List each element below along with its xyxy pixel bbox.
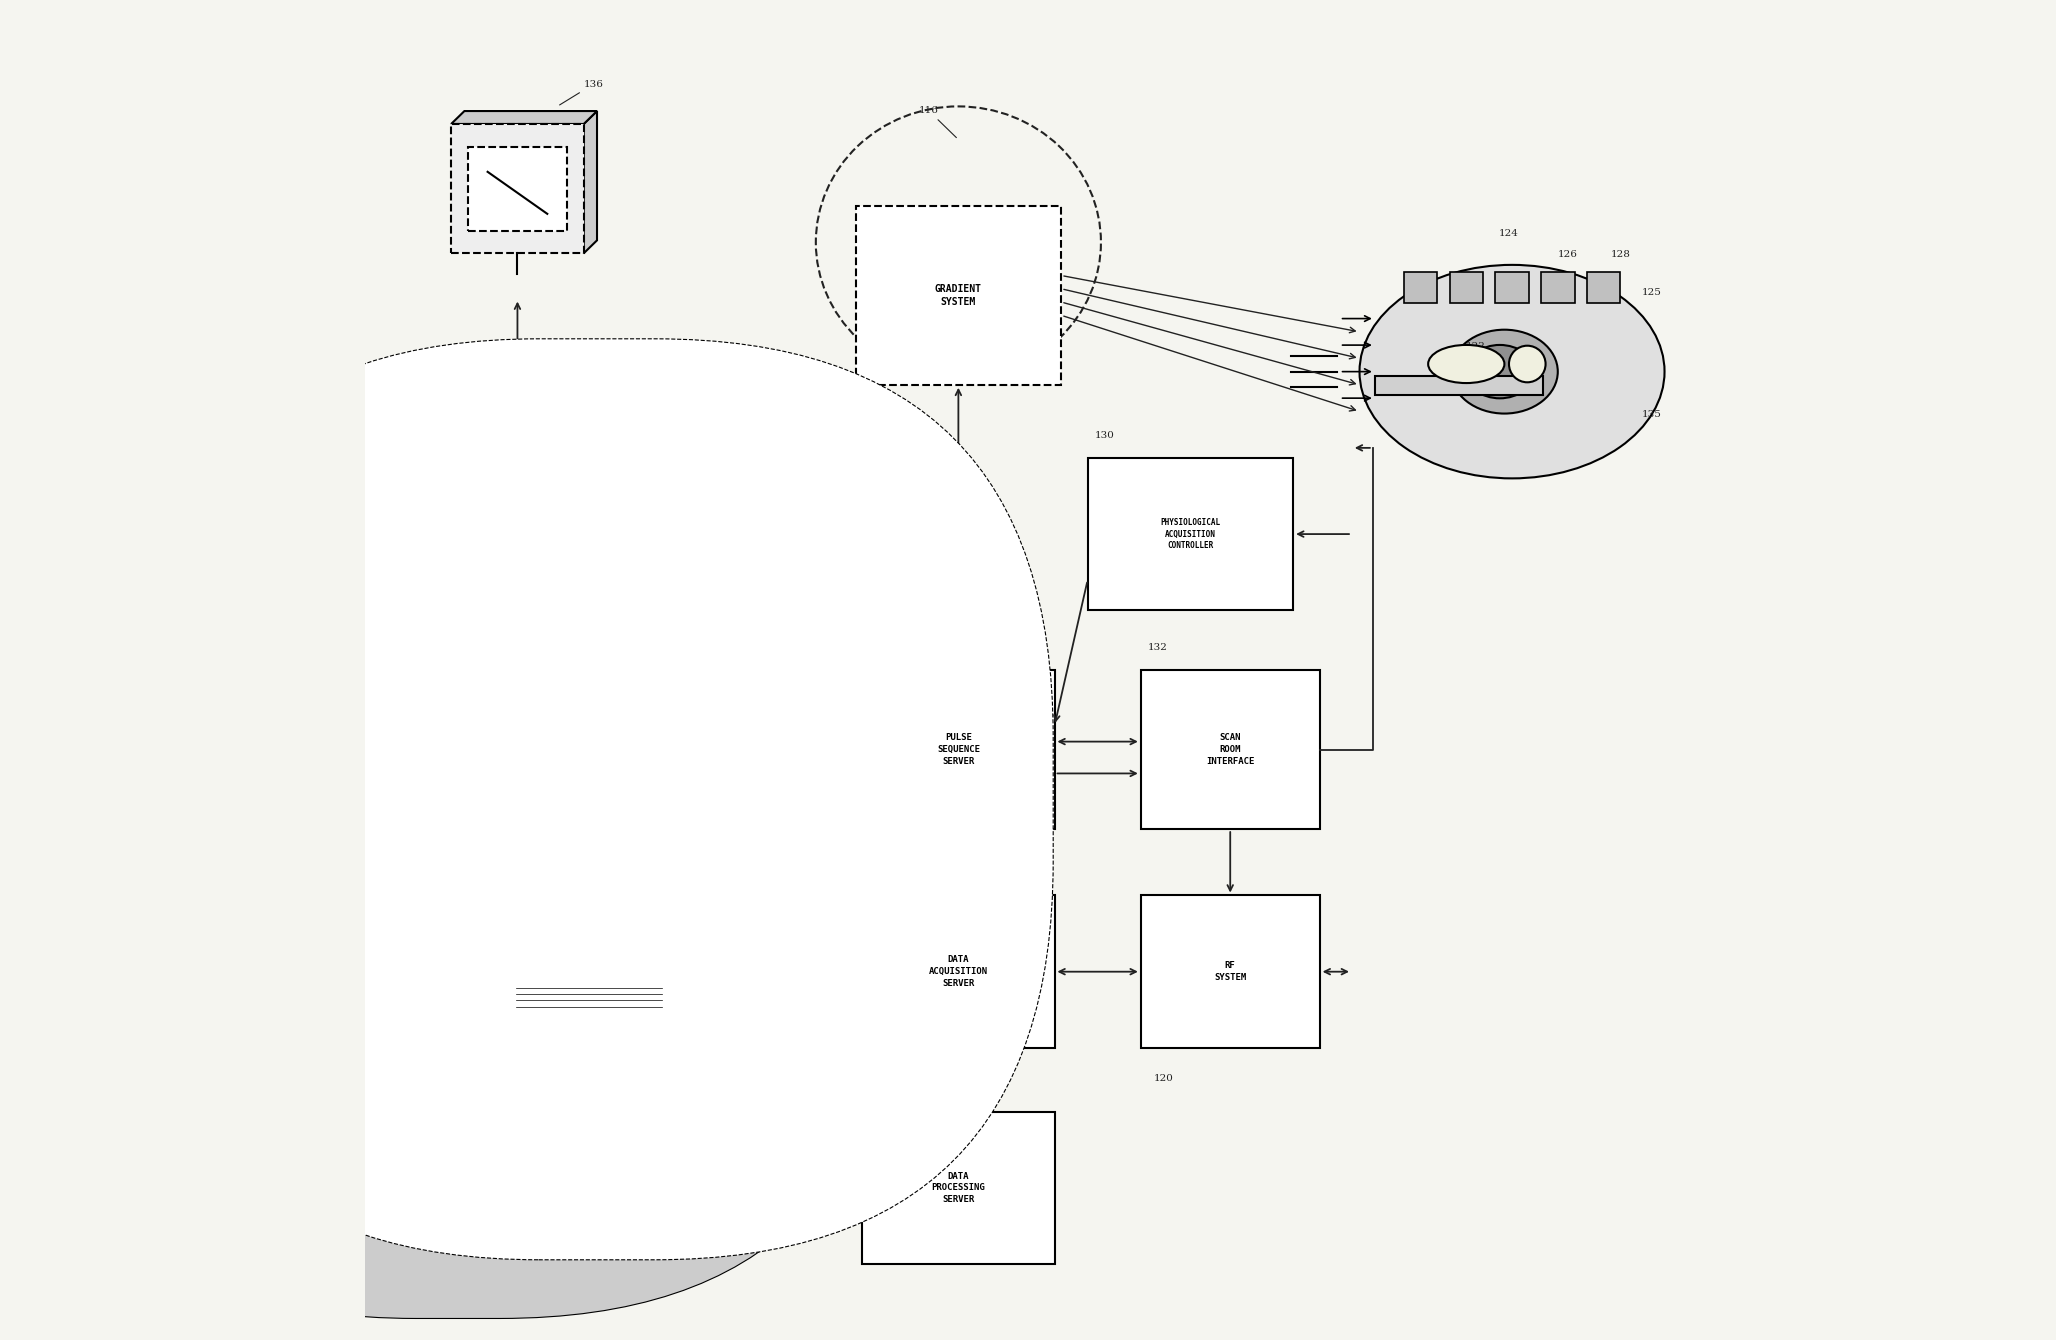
Polygon shape <box>469 379 565 444</box>
FancyBboxPatch shape <box>1449 272 1482 303</box>
FancyBboxPatch shape <box>855 206 1061 385</box>
Text: 114: 114 <box>870 1084 888 1093</box>
FancyBboxPatch shape <box>140 339 1053 1260</box>
FancyBboxPatch shape <box>1404 272 1437 303</box>
FancyBboxPatch shape <box>1495 272 1530 303</box>
Text: SCAN
ROOM
INTERFACE: SCAN ROOM INTERFACE <box>1207 733 1254 766</box>
FancyBboxPatch shape <box>450 125 584 253</box>
Text: 138: 138 <box>553 351 611 377</box>
Text: 108: 108 <box>391 756 411 765</box>
Text: PHYSIOLOGICAL
ACQUISITION
CONTROLLER: PHYSIOLOGICAL ACQUISITION CONTROLLER <box>1160 517 1221 551</box>
Text: RF
SYSTEM: RF SYSTEM <box>1215 961 1246 982</box>
Text: 132: 132 <box>1147 643 1168 653</box>
FancyBboxPatch shape <box>405 730 510 1028</box>
Text: 126: 126 <box>1558 251 1577 259</box>
Text: 125: 125 <box>1641 288 1661 297</box>
Text: 110: 110 <box>870 643 888 653</box>
Text: PULSE
SEQUENCE
SERVER: PULSE SEQUENCE SERVER <box>938 733 981 766</box>
Ellipse shape <box>1452 330 1558 414</box>
Text: 122: 122 <box>1466 342 1486 351</box>
Ellipse shape <box>1359 265 1665 478</box>
FancyBboxPatch shape <box>861 895 1055 1048</box>
Ellipse shape <box>1429 344 1505 383</box>
FancyBboxPatch shape <box>861 670 1055 829</box>
FancyBboxPatch shape <box>524 710 670 888</box>
FancyBboxPatch shape <box>1088 458 1293 610</box>
FancyBboxPatch shape <box>1542 272 1575 303</box>
FancyBboxPatch shape <box>19 433 898 1246</box>
Text: 124: 124 <box>1499 229 1519 239</box>
Text: 106: 106 <box>524 1014 545 1024</box>
Text: 118: 118 <box>594 450 615 460</box>
FancyBboxPatch shape <box>19 505 898 1319</box>
FancyBboxPatch shape <box>19 469 898 1282</box>
FancyBboxPatch shape <box>1587 272 1620 303</box>
Text: 112: 112 <box>870 868 888 878</box>
Text: GRADIENT
SYSTEM: GRADIENT SYSTEM <box>935 284 983 307</box>
FancyBboxPatch shape <box>516 981 662 1013</box>
Ellipse shape <box>1466 344 1534 398</box>
Text: 135: 135 <box>1641 410 1661 419</box>
Text: 136: 136 <box>559 79 604 105</box>
Ellipse shape <box>469 369 565 390</box>
Text: 104: 104 <box>545 742 563 752</box>
Text: 128: 128 <box>1612 251 1630 259</box>
FancyBboxPatch shape <box>1141 895 1320 1048</box>
Text: 120: 120 <box>1153 1075 1174 1083</box>
Text: 130: 130 <box>1094 431 1114 440</box>
Text: DATA
STORE
SERVER: DATA STORE SERVER <box>506 517 537 551</box>
FancyBboxPatch shape <box>454 472 588 598</box>
Ellipse shape <box>469 433 565 454</box>
Polygon shape <box>584 111 596 253</box>
FancyBboxPatch shape <box>1375 377 1542 394</box>
FancyBboxPatch shape <box>861 1112 1055 1264</box>
Text: DATA
PROCESSING
SERVER: DATA PROCESSING SERVER <box>931 1171 985 1205</box>
FancyBboxPatch shape <box>1141 670 1320 829</box>
Circle shape <box>1509 346 1546 382</box>
Text: 102: 102 <box>399 716 436 725</box>
Polygon shape <box>450 111 596 125</box>
Text: 116: 116 <box>919 106 956 138</box>
Text: DATA
ACQUISITION
SERVER: DATA ACQUISITION SERVER <box>929 955 989 988</box>
FancyBboxPatch shape <box>467 146 567 230</box>
